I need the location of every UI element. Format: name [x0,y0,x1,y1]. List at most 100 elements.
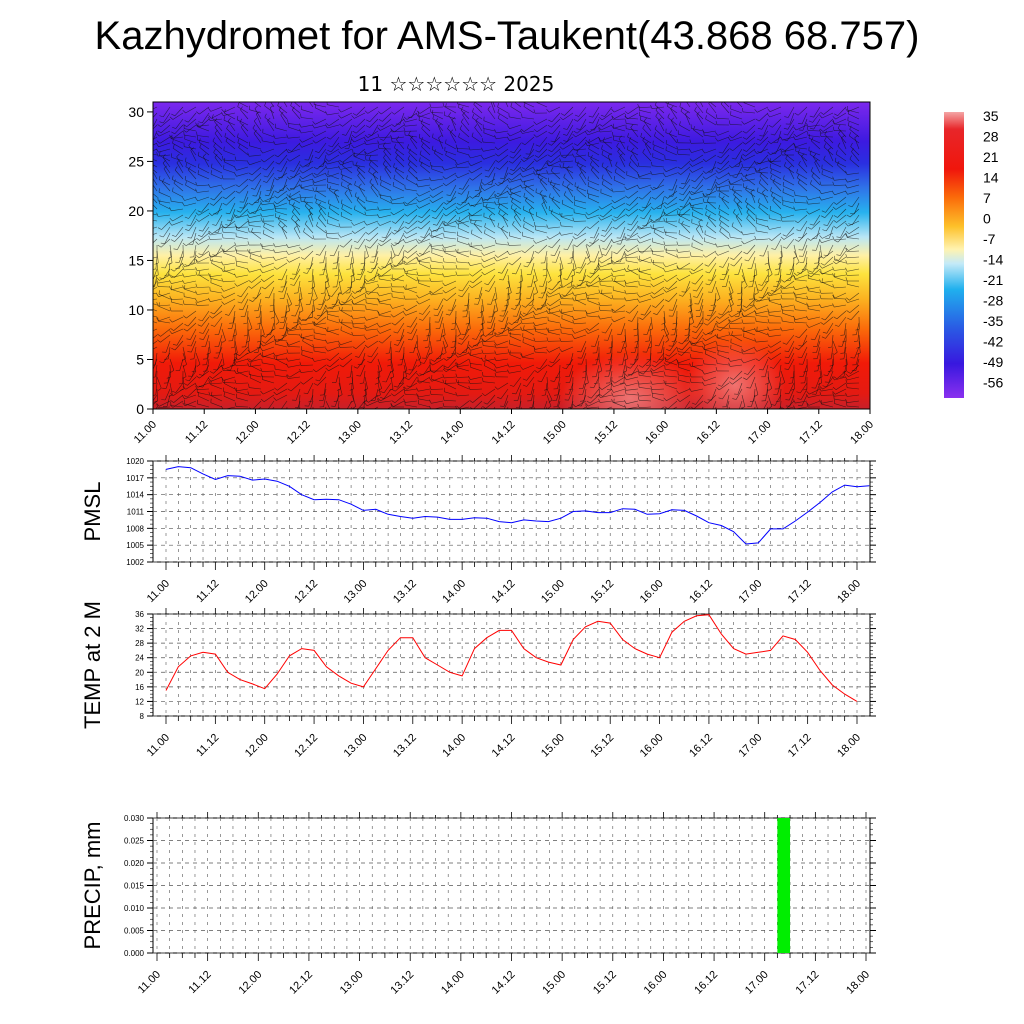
precip-y-tick-label: 0.000 [124,949,145,958]
pmsl-y-tick-label: 1002 [126,558,144,567]
heatmap-y-tick-label: 0 [136,401,144,417]
precip-y-tick-label: 0.005 [124,927,145,936]
precip-x-tick-label: 17.00 [743,969,771,997]
heatmap-x-tick-label: 17.12 [797,419,825,447]
temp-x-tick-label: 16.12 [687,732,715,760]
pmsl-x-tick-label: 12.00 [243,578,271,606]
temp-x-tick-label: 12.12 [292,732,320,760]
pmsl-x-tick-label: 16.12 [687,578,715,606]
pmsl-x-tick-label: 12.12 [292,578,320,606]
temp-x-tick-label: 11.12 [194,732,221,759]
heatmap-y-tick-label: 5 [136,351,144,367]
colorbar-label: 7 [983,190,991,206]
chart-title: Kazhydromet for AMS-Taukent(43.868 68.75… [94,14,920,58]
heatmap-x-tick-label: 13.00 [336,419,364,447]
precip-x-tick-label: 12.12 [287,969,315,997]
temp-x-tick-label: 18.00 [835,732,863,760]
temp-y-tick-label: 32 [135,625,144,634]
heatmap-y-tick-label: 30 [128,104,144,120]
pmsl-x-tick-label: 14.12 [490,578,518,606]
pmsl-y-tick-label: 1017 [126,474,144,483]
pmsl-y-tick-label: 1020 [126,457,144,466]
heatmap-x-tick-label: 15.00 [541,419,569,447]
temp-y-axis-label: TEMP at 2 M [80,601,105,729]
heatmap-y-tick-label: 25 [128,153,144,169]
colorbar-label: 21 [983,149,999,165]
temp-x-tick-label: 15.00 [539,732,567,760]
pmsl-y-axis-label: PMSL [80,482,105,542]
temp-x-tick-label: 17.12 [786,732,814,760]
pmsl-x-tick-label: 13.12 [391,578,419,606]
colorbar [944,112,964,398]
wind-barbs [153,102,861,409]
precip-x-tick-label: 15.00 [540,969,568,997]
precip-x-tick-label: 12.00 [236,969,264,997]
pmsl-x-tick-label: 15.00 [539,578,567,606]
temperature-cross-section [153,102,870,409]
pmsl-x-tick-label: 13.00 [342,578,370,606]
colorbar-label: 28 [983,129,999,145]
heatmap-x-tick-label: 11.12 [183,419,210,446]
pmsl-y-tick-label: 1008 [126,524,144,533]
temp-x-tick-label: 17.00 [736,732,764,760]
chart-subtitle: 11 ☆☆☆☆☆☆ 2025 [357,72,555,96]
colorbar-label: -42 [983,334,1003,350]
pmsl-y-tick-label: 1005 [126,541,144,550]
heatmap-x-tick-label: 14.12 [490,419,518,447]
temp-x-tick-label: 14.00 [440,732,468,760]
heatmap-x-tick-label: 15.12 [592,419,620,447]
heatmap-x-tick-label: 12.00 [234,419,262,447]
precip-x-tick-label: 15.12 [591,969,619,997]
pmsl-x-tick-label: 11.00 [145,578,172,605]
temp-x-tick-label: 13.12 [391,732,419,760]
precip-y-tick-label: 0.020 [124,859,145,868]
heatmap-y-tick-label: 10 [128,302,144,318]
temp-x-tick-label: 15.12 [588,732,616,760]
temp-x-tick-label: 14.12 [490,732,518,760]
heatmap-y-tick-label: 20 [128,203,144,219]
heatmap-x-tick-label: 18.00 [848,419,876,447]
precip-x-tick-label: 13.00 [338,969,366,997]
precip-y-tick-label: 0.015 [124,882,145,891]
pmsl-x-tick-label: 14.00 [440,578,468,606]
temp-series-line [165,614,858,702]
precip-y-tick-label: 0.010 [124,904,145,913]
colorbar-label: -14 [983,252,1003,268]
pmsl-x-tick-label: 11.12 [194,578,221,605]
colorbar-label: -49 [983,354,1003,370]
precip-x-tick-label: 16.00 [642,969,670,997]
temp-y-tick-label: 8 [140,712,145,721]
temp-x-tick-label: 13.00 [342,732,370,760]
pmsl-x-tick-label: 15.12 [588,578,616,606]
temp-x-tick-label: 12.00 [243,732,271,760]
colorbar-label: 0 [983,211,991,227]
colorbar-label: -21 [983,272,1003,288]
precip-bar [777,818,791,953]
precip-y-tick-label: 0.025 [124,837,145,846]
heatmap-y-tick-label: 15 [128,252,144,268]
pmsl-y-tick-label: 1011 [127,508,145,517]
colorbar-label: -56 [983,375,1003,391]
pmsl-x-tick-label: 16.00 [638,578,666,606]
temp-y-tick-label: 24 [135,654,144,663]
colorbar-label: -35 [983,313,1003,329]
precip-x-tick-label: 14.00 [439,969,467,997]
temp-x-tick-label: 11.00 [145,732,172,759]
heatmap-x-tick-label: 14.00 [438,419,466,447]
temp-y-tick-label: 28 [135,639,144,648]
pmsl-x-tick-label: 17.12 [786,578,814,606]
colorbar-label: 35 [983,108,999,124]
precip-x-tick-label: 11.00 [136,969,163,996]
temp-y-tick-label: 20 [135,668,144,677]
heatmap-x-tick-label: 16.00 [643,419,671,447]
colorbar-label: -28 [983,293,1003,309]
pmsl-x-tick-label: 18.00 [835,578,863,606]
heatmap-x-tick-label: 16.12 [695,419,723,447]
pmsl-x-tick-label: 17.00 [736,578,764,606]
colorbar-label: -7 [983,231,996,247]
precip-x-tick-label: 17.12 [794,969,822,997]
pmsl-series-line [165,466,870,545]
temp-y-tick-label: 36 [135,610,144,619]
precip-y-axis-label: PRECIP, mm [80,822,105,950]
